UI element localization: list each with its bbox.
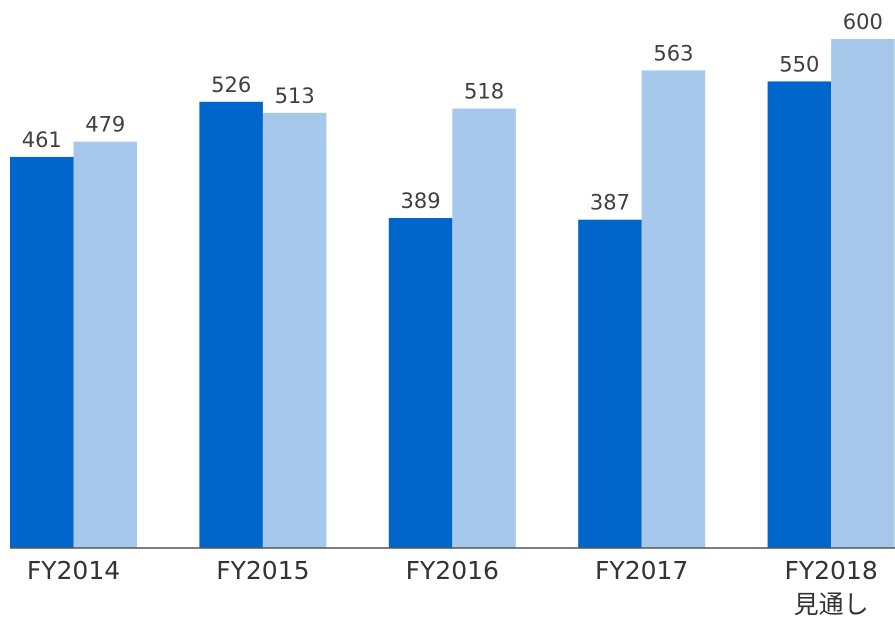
value-label: 563 [653,41,693,65]
value-label: 518 [464,80,504,104]
bar [199,101,263,548]
value-label: 600 [843,10,883,34]
value-label: 389 [401,189,441,213]
value-label: 387 [590,191,630,215]
value-label: 513 [275,84,315,108]
value-label: 526 [211,73,251,97]
bar [388,217,453,548]
x-tick-label: FY2018 見通し [784,556,878,619]
value-label: 550 [779,52,819,76]
bar [641,70,706,548]
bar [578,219,642,548]
bar [73,141,137,549]
x-tick-label: FY2017 [595,556,689,585]
value-label: 479 [85,113,125,137]
x-tick-label: FY2016 [405,556,499,585]
bar [10,156,74,548]
x-tick-label: FY2015 [216,556,310,585]
bar [767,81,832,549]
bar [262,112,327,549]
value-label: 461 [22,128,62,152]
bar [452,108,516,549]
x-tick-label: FY2014 [26,556,121,585]
bar [831,39,895,548]
